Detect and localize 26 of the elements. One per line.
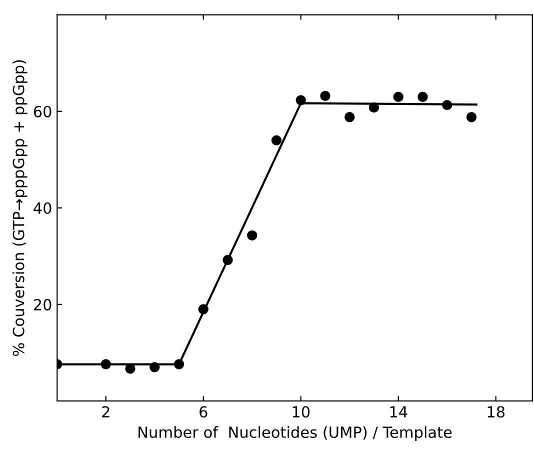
point bbox=[100, 359, 111, 370]
point bbox=[222, 254, 233, 266]
point bbox=[418, 92, 428, 102]
point bbox=[271, 135, 282, 146]
x-tick-label: 10 bbox=[292, 406, 310, 418]
point bbox=[174, 359, 184, 370]
point bbox=[198, 304, 208, 314]
point bbox=[125, 364, 136, 374]
y-tick-label: 60 bbox=[34, 106, 52, 118]
x-tick-label: 14 bbox=[390, 406, 408, 418]
x-tick-label: 6 bbox=[200, 406, 208, 418]
point bbox=[150, 362, 160, 372]
point bbox=[466, 112, 477, 122]
point bbox=[368, 102, 380, 113]
point bbox=[393, 92, 404, 102]
point bbox=[247, 230, 258, 240]
x-tick-label: 2 bbox=[102, 406, 110, 418]
x-axis-title: Number of Nucleotides (UMP) / Template bbox=[138, 426, 452, 441]
y-tick-label: 20 bbox=[34, 298, 52, 310]
y-axis-title: % Couversion (GTP→pppGpp + ppGpp) bbox=[12, 60, 28, 356]
x-tick-label: 18 bbox=[488, 406, 505, 418]
point bbox=[296, 95, 306, 106]
point bbox=[320, 90, 330, 101]
point bbox=[442, 100, 452, 110]
point bbox=[344, 112, 355, 122]
y-tick-label: 40 bbox=[34, 202, 52, 214]
